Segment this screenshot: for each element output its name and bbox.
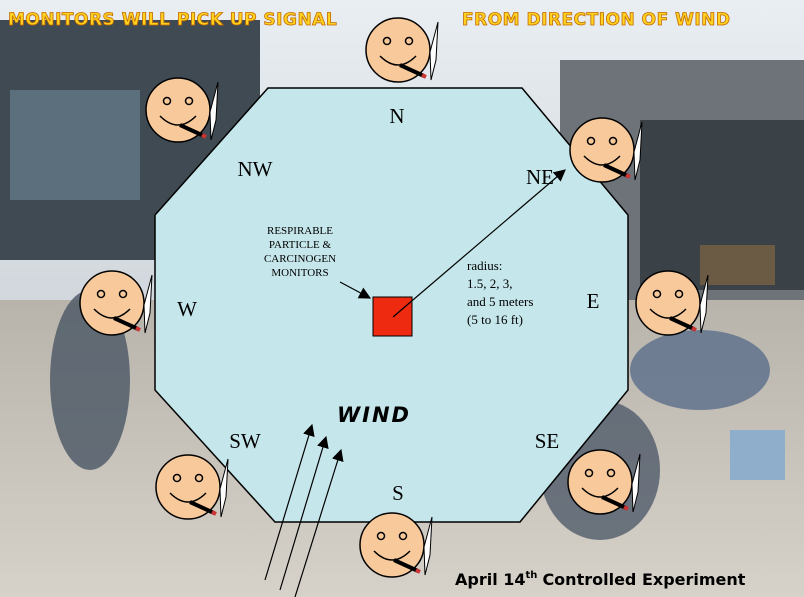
dir-ne: NE: [526, 165, 554, 189]
dir-se: SE: [535, 429, 560, 453]
page: {"banner": {"left": "MONITORS WILL PICK …: [0, 0, 804, 597]
slide: MONITORS WILL PICK UP SIGNAL FROM DIRECT…: [0, 0, 804, 597]
radius-label: radius:: [467, 258, 502, 273]
footer: April 14th Controlled Experiment: [455, 570, 746, 589]
monitor: [373, 297, 412, 336]
dir-nw: NW: [238, 157, 273, 181]
banner-right: FROM DIRECTION OF WIND: [462, 10, 731, 30]
radius-label: (5 to 16 ft): [467, 312, 523, 327]
radius-label: and 5 meters: [467, 294, 533, 309]
radius-label: 1.5, 2, 3,: [467, 276, 513, 291]
dir-e: E: [587, 289, 600, 313]
monitor-label: CARCINOGEN: [264, 253, 336, 265]
footer-rest: Controlled Experiment: [542, 570, 745, 589]
bag: [730, 430, 785, 480]
person: [630, 330, 770, 410]
window: [10, 90, 140, 200]
banner-left: MONITORS WILL PICK UP SIGNAL: [8, 10, 337, 30]
dir-n: N: [389, 104, 404, 128]
dir-w: W: [177, 297, 197, 321]
bench: [700, 245, 775, 285]
dir-s: S: [392, 481, 404, 505]
footer-ordinal: th: [526, 570, 538, 581]
monitor-label: MONITORS: [271, 267, 328, 279]
footer-date: April 14: [455, 570, 526, 589]
monitor-label: PARTICLE &: [269, 239, 332, 251]
monitor-label: RESPIRABLE: [267, 225, 333, 237]
dir-sw: SW: [229, 429, 261, 453]
wind-label: WIND: [337, 403, 411, 427]
